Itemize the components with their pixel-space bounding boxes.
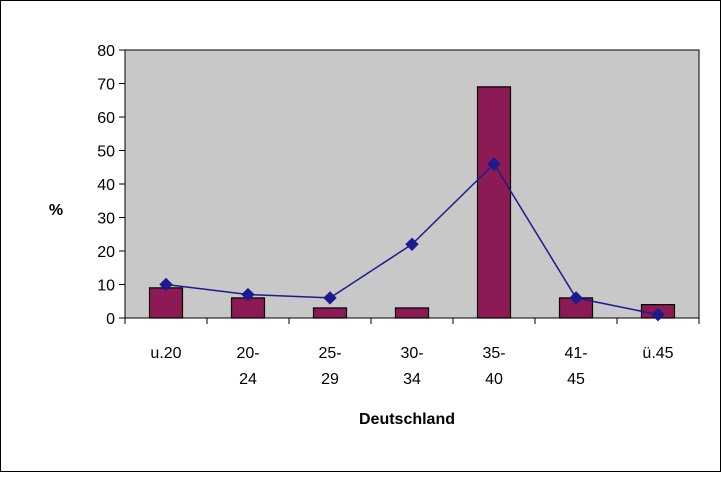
y-axis: 0 10 20 30 40 50 60 70 80 <box>97 43 126 328</box>
x-tick-label: 35- 40 <box>482 345 505 388</box>
x-tick-label-line: 35- <box>482 345 505 362</box>
y-tick-label: 20 <box>97 244 115 261</box>
y-tick-label: 80 <box>97 43 115 60</box>
x-tick-label: 30- 34 <box>400 345 423 388</box>
y-tick-label: 10 <box>97 278 115 295</box>
x-tick-label-line: 30- <box>400 345 423 362</box>
line-point <box>487 157 501 171</box>
line-point <box>569 291 583 305</box>
x-tick-label-line: ü.45 <box>642 345 673 362</box>
bar <box>476 86 512 319</box>
y-tick-label: 40 <box>97 177 115 194</box>
y-tick-label: 0 <box>106 311 115 328</box>
x-tick-label-line: 25- <box>318 345 341 362</box>
x-tick-label-line: 24 <box>239 371 257 388</box>
x-tick-label-line: 34 <box>403 371 421 388</box>
x-axis-title: Deutschland <box>359 411 455 428</box>
line-point <box>159 277 173 292</box>
y-tick-label: 30 <box>97 211 115 228</box>
plot-area <box>124 49 700 319</box>
y-tick-label: 60 <box>97 110 115 127</box>
y-tick-label: 70 <box>97 77 115 94</box>
x-tick-label: 41- 45 <box>564 345 587 388</box>
x-axis: u.20 20- 24 25- 29 30- 34 35- 40 41- 45 ü.45 <box>124 317 700 388</box>
y-tick-label: 50 <box>97 144 115 161</box>
x-tick-label-line: u.20 <box>150 345 181 362</box>
line-point <box>323 291 337 305</box>
x-tick-label: ü.45 <box>642 345 673 362</box>
x-tick-label: 20- 24 <box>236 345 259 388</box>
x-tick-label-line: 45 <box>567 371 585 388</box>
x-tick-label-line: 20- <box>236 345 259 362</box>
x-tick-label-line: 41- <box>564 345 587 362</box>
x-tick-label: 25- 29 <box>318 345 341 388</box>
x-tick-label: u.20 <box>150 345 181 362</box>
bar <box>148 287 184 319</box>
bar <box>312 307 348 319</box>
x-tick-label-line: 40 <box>485 371 503 388</box>
line-series <box>159 157 665 322</box>
x-tick-label-line: 29 <box>321 371 339 388</box>
y-axis-title: % <box>49 202 63 219</box>
line-point <box>241 287 255 302</box>
line-point <box>651 307 665 322</box>
line-point <box>405 237 419 252</box>
bar <box>394 307 430 319</box>
